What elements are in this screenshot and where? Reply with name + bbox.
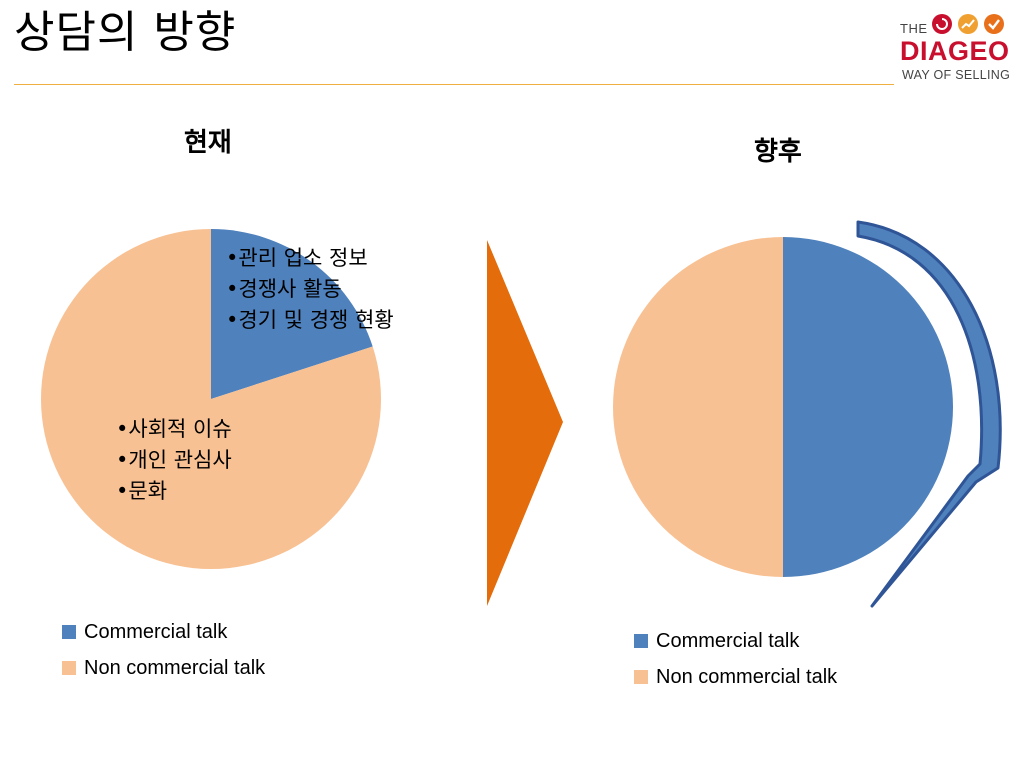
pie-slice-commercial — [211, 229, 373, 399]
legend-label: Non commercial talk — [84, 656, 266, 679]
title-divider — [14, 84, 894, 85]
legend-swatch-commercial — [62, 625, 76, 639]
legend-label: Commercial talk — [84, 620, 228, 643]
pie-chart-current — [41, 229, 381, 569]
chart-title-future: 향후 — [754, 137, 802, 167]
annotation-line: •관리 업소 정보 — [226, 246, 368, 270]
annotation-non-commercial: •사회적 이슈 •개인 관심사 •문화 — [116, 414, 232, 507]
pie-slice-non-commercial — [41, 229, 381, 569]
pie-chart-future — [613, 237, 953, 577]
logo-circle-amber — [984, 14, 1004, 34]
legend-swatch-non-commercial — [62, 661, 76, 675]
logo-circle-red — [932, 14, 952, 34]
curved-bracket — [856, 220, 1002, 608]
annotation-line: •사회적 이슈 — [116, 417, 232, 441]
legend-current: Commercial talk Non commercial talk — [62, 614, 265, 686]
annotation-line: •경기 및 경쟁 현황 — [226, 308, 394, 332]
logo-tagline: WAY OF SELLING — [902, 68, 1011, 82]
legend-swatch-commercial — [634, 634, 648, 648]
legend-item: Commercial talk — [62, 614, 265, 650]
chart-title-current: 현재 — [184, 128, 232, 158]
legend-item: Non commercial talk — [634, 659, 837, 695]
slide-title: 상담의 방향 — [14, 7, 237, 58]
logo-brand: DIAGEO — [900, 36, 1010, 66]
pie-slice-commercial — [783, 237, 953, 577]
legend-swatch-non-commercial — [634, 670, 648, 684]
annotation-line: •경쟁사 활동 — [226, 277, 342, 301]
bracket-shape — [856, 220, 1002, 608]
legend-label: Non commercial talk — [656, 665, 838, 688]
annotation-commercial: •관리 업소 정보 •경쟁사 활동 •경기 및 경쟁 현황 — [226, 243, 394, 336]
logo-icons — [932, 14, 1004, 34]
legend-future: Commercial talk Non commercial talk — [634, 623, 837, 695]
logo-circle-orange — [958, 14, 978, 34]
transition-arrow — [487, 240, 563, 606]
legend-label: Commercial talk — [656, 629, 800, 652]
diageo-logo: THE DIAGEO WAY OF SELLING — [898, 10, 1018, 86]
annotation-line: •문화 — [116, 479, 168, 503]
legend-item: Non commercial talk — [62, 650, 265, 686]
annotation-line: •개인 관심사 — [116, 448, 232, 472]
arrow-shape — [487, 240, 563, 606]
legend-item: Commercial talk — [634, 623, 837, 659]
logo-the-text: THE — [900, 21, 928, 36]
pie-slice-non-commercial — [613, 237, 783, 577]
